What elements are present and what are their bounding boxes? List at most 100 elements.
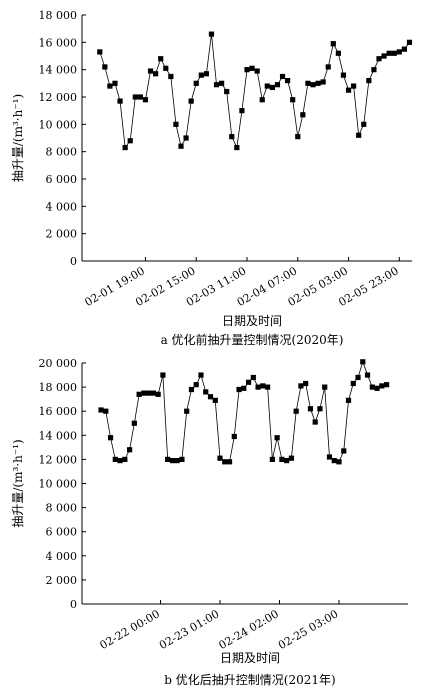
data-point [147, 68, 154, 74]
data-point [213, 82, 220, 88]
data-point [303, 380, 309, 387]
data-point [274, 82, 281, 88]
y-axis-label: 抽升量/(m³·h⁻¹) [11, 94, 25, 182]
data-point [146, 390, 152, 396]
data-point [122, 144, 128, 151]
data-point [340, 72, 347, 78]
y-tick-label: 12 000 [39, 453, 78, 466]
y-tick-label: 0 [70, 255, 77, 268]
y-tick-label: 2 000 [46, 574, 78, 587]
data-point [103, 408, 109, 414]
data-point [239, 108, 245, 114]
data-point [127, 138, 133, 144]
x-tick-label: 02-23 01:00 [157, 607, 221, 652]
data-point [315, 80, 321, 86]
data-point [350, 380, 356, 387]
data-point [288, 455, 295, 461]
data-point [141, 390, 147, 396]
data-point [169, 458, 176, 464]
data-point [122, 456, 128, 462]
y-tick-label: 6 000 [46, 526, 78, 539]
data-point [222, 459, 228, 465]
data-point [274, 435, 280, 441]
chart-panel: 0 2 000 4 000 6 000 8 000 10 000 12 000 14 000 1… [11, 9, 413, 347]
data-point [290, 97, 296, 103]
data-point [198, 72, 204, 78]
data-point [178, 143, 184, 149]
data-point [254, 68, 260, 74]
data-point [330, 41, 336, 47]
y-tick-label: 8 000 [46, 146, 78, 159]
data-point [163, 65, 169, 71]
data-point [117, 98, 123, 104]
data-point [379, 383, 385, 389]
data-point [320, 79, 326, 85]
y-tick-label: 18 000 [39, 381, 78, 394]
data-line [99, 34, 410, 149]
data-point [137, 94, 143, 100]
data-point [381, 53, 387, 59]
data-point [341, 448, 347, 454]
data-point [217, 455, 223, 461]
data-point [188, 386, 195, 393]
data-point [317, 406, 323, 412]
data-point [224, 88, 230, 95]
data-point [305, 80, 311, 86]
data-point [97, 49, 103, 55]
data-point [351, 83, 357, 89]
data-point [107, 435, 114, 441]
y-tick-label: 16 000 [39, 36, 78, 49]
data-point [331, 458, 337, 464]
data-point [184, 408, 190, 414]
data-point [155, 391, 161, 397]
data-point [255, 384, 261, 390]
y-tick-label: 12 000 [39, 91, 78, 104]
caption: a 优化前抽升量控制情况(2020年) [161, 332, 344, 347]
data-point [132, 94, 138, 100]
data-point [386, 50, 392, 56]
data-point [142, 97, 149, 103]
data-point [356, 132, 362, 138]
data-point [126, 447, 133, 453]
data-point [376, 56, 382, 62]
y-tick-label: 20 000 [39, 357, 78, 370]
data-point [269, 456, 275, 462]
data-point [173, 121, 179, 127]
x-axis-label: 日期及时间 [220, 651, 280, 665]
data-point [307, 406, 314, 412]
data-point [165, 456, 171, 462]
data-point [326, 454, 333, 460]
y-tick-label: 16 000 [39, 405, 78, 418]
data-point [150, 390, 156, 396]
data-point [345, 87, 352, 93]
x-tick-label: 02-22 00:00 [98, 607, 162, 652]
y-tick-label: 0 [70, 598, 77, 611]
y-tick-label: 8 000 [46, 502, 78, 515]
data-point [174, 458, 180, 464]
data-point [335, 50, 341, 56]
data-point [406, 39, 413, 45]
x-tick-label: 02-24 02:00 [217, 607, 281, 652]
data-point [193, 382, 199, 388]
data-point [117, 458, 123, 464]
data-point [153, 71, 159, 77]
data-point [234, 144, 240, 151]
data-point [193, 80, 199, 86]
data-point [131, 420, 137, 426]
data-point [401, 46, 407, 52]
data-point [310, 82, 316, 88]
data-point [265, 384, 271, 390]
data-point [345, 397, 352, 403]
data-point [322, 384, 328, 390]
y-tick-label: 4 000 [46, 200, 78, 213]
data-point [112, 80, 118, 86]
chart-panel: 0 2 000 4 000 6 000 8 000 10 000 12 000 14 000 1… [11, 357, 408, 687]
data-point [229, 134, 235, 140]
data-point [219, 80, 225, 86]
data-point [107, 83, 113, 89]
data-point [369, 384, 375, 390]
data-point [198, 372, 204, 378]
data-point [112, 456, 118, 462]
data-point [203, 389, 209, 395]
data-point [300, 112, 306, 118]
